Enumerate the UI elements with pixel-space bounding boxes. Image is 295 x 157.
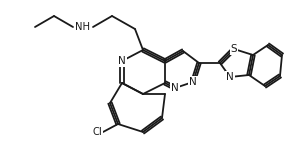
Text: N: N xyxy=(171,83,179,93)
Text: N: N xyxy=(226,72,234,82)
Text: NH: NH xyxy=(76,22,91,32)
Text: N: N xyxy=(189,77,197,87)
Text: Cl: Cl xyxy=(92,127,102,137)
Text: N: N xyxy=(118,56,126,66)
Text: S: S xyxy=(231,44,237,54)
